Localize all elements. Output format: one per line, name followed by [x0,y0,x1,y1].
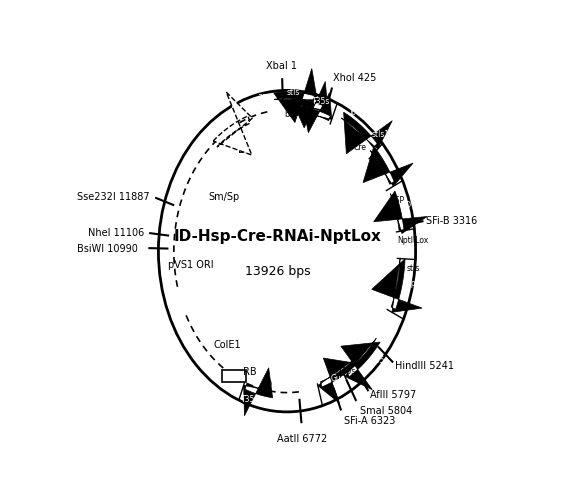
Text: Tocs: Tocs [349,108,365,117]
Text: ID-Hsp-Cre-RNAi-NptLox: ID-Hsp-Cre-RNAi-NptLox [173,228,381,243]
Text: T35s: T35s [338,366,356,375]
Text: AatII 6772: AatII 6772 [277,434,327,443]
Text: SFi-A 6323: SFi-A 6323 [344,415,395,425]
Polygon shape [213,93,253,156]
Text: Sm/Sp: Sm/Sp [208,192,239,201]
Polygon shape [302,93,332,134]
Text: HSP: HSP [390,196,405,204]
Text: NptIILox: NptIILox [397,235,428,244]
Text: T35s: T35s [371,356,389,364]
Polygon shape [342,113,392,154]
Polygon shape [372,259,422,313]
Text: XhoI 425: XhoI 425 [333,73,377,83]
Polygon shape [291,82,328,129]
Text: T35s: T35s [312,97,330,106]
Text: stls: stls [407,264,420,272]
Text: NheI 11106: NheI 11106 [87,228,144,238]
Text: SFi-B 3316: SFi-B 3316 [426,216,478,226]
Polygon shape [318,358,357,404]
Text: pVS1 ORI: pVS1 ORI [168,259,213,270]
Text: ColE1: ColE1 [214,339,241,349]
Text: stls: stls [286,88,300,97]
Text: bar: bar [289,109,302,118]
Text: Cre: Cre [354,143,367,152]
Text: SmaI 5804: SmaI 5804 [360,405,413,415]
Text: ID: ID [265,379,273,388]
Text: 13926 bps: 13926 bps [245,264,310,277]
Text: HindIII 5241: HindIII 5241 [395,360,455,370]
Text: BsiWI 10990: BsiWI 10990 [77,243,138,253]
Text: 35S: 35S [257,94,273,103]
Text: ID: ID [403,201,412,210]
Polygon shape [363,147,413,187]
Text: NptII: NptII [405,278,424,287]
Text: bar: bar [284,109,297,119]
Text: RB: RB [243,366,257,377]
Text: XbaI 1: XbaI 1 [266,60,297,71]
Text: Gus: Gus [331,374,346,382]
Text: L8: L8 [238,145,249,155]
Text: stls1: stls1 [371,130,389,139]
Polygon shape [341,339,380,390]
Polygon shape [274,69,317,123]
Polygon shape [374,192,427,234]
Text: T35s: T35s [242,394,260,403]
Text: Sse232I 11887: Sse232I 11887 [77,191,150,201]
Text: Cre: Cre [350,130,363,139]
Text: AfIII 5797: AfIII 5797 [370,390,416,399]
FancyBboxPatch shape [222,370,246,383]
Polygon shape [243,368,273,416]
